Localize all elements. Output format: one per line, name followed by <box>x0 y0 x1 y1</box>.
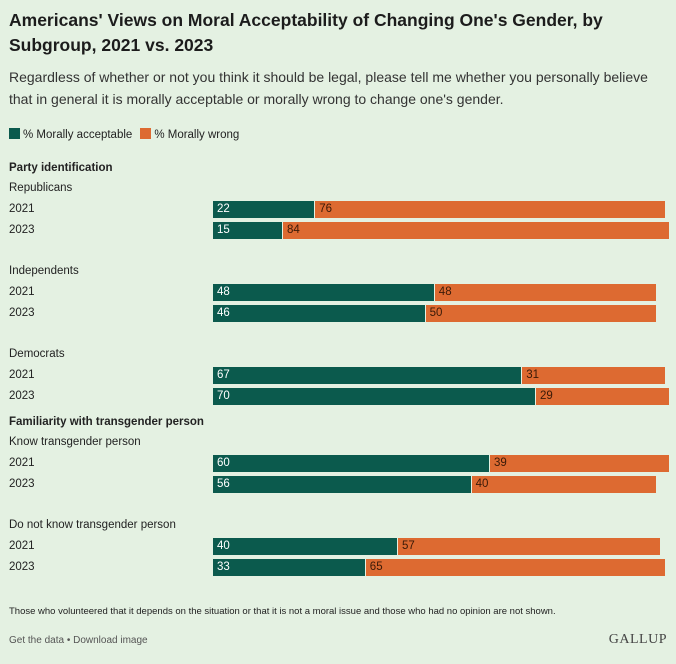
legend: % Morally acceptable % Morally wrong <box>9 128 239 141</box>
bar-wrong: 31 <box>522 367 665 384</box>
bar-acceptable: 46 <box>213 305 425 322</box>
legend-label: % Morally wrong <box>154 129 240 141</box>
section-header: Party identification <box>9 162 113 174</box>
bar-acceptable: 70 <box>213 388 535 405</box>
bar-acceptable: 15 <box>213 222 282 239</box>
group-label: Do not know transgender person <box>9 519 176 531</box>
year-label: 2021 <box>9 286 35 298</box>
group-label: Independents <box>9 265 79 277</box>
download-image-link[interactable]: Download image <box>73 635 148 646</box>
year-label: 2023 <box>9 561 35 573</box>
bar-wrong: 76 <box>315 201 665 218</box>
chart-subtitle: Regardless of whether or not you think i… <box>9 69 648 107</box>
bar-acceptable: 48 <box>213 284 434 301</box>
legend-swatch <box>9 128 20 139</box>
bar-acceptable: 60 <box>213 455 489 472</box>
legend-label: % Morally acceptable <box>23 129 133 141</box>
separator: • <box>64 635 74 646</box>
bar-wrong: 65 <box>365 559 665 576</box>
bar-wrong: 29 <box>536 388 670 405</box>
year-label: 2023 <box>9 307 35 319</box>
year-label: 2021 <box>9 203 35 215</box>
group-label: Republicans <box>9 182 73 194</box>
bar-acceptable: 33 <box>213 559 365 576</box>
get-data-link[interactable]: Get the data <box>9 635 65 646</box>
year-label: 2021 <box>9 457 35 469</box>
bar-wrong: 50 <box>425 305 656 322</box>
year-label: 2023 <box>9 478 35 490</box>
group-label: Democrats <box>9 348 65 360</box>
legend-item-acceptable: % Morally acceptable <box>9 128 132 141</box>
bar-wrong: 57 <box>398 538 661 555</box>
year-label: 2021 <box>9 540 35 552</box>
bar-wrong: 40 <box>471 476 656 493</box>
legend-swatch <box>140 128 152 139</box>
bar-acceptable: 67 <box>213 367 522 384</box>
year-label: 2021 <box>9 369 35 381</box>
gallup-logo: GALLUP <box>608 632 667 647</box>
bar-wrong: 48 <box>434 284 656 301</box>
group-label: Know transgender person <box>9 436 141 448</box>
bar-acceptable: 40 <box>213 538 397 555</box>
year-label: 2023 <box>9 224 35 236</box>
section-header: Familiarity with transgender person <box>9 416 204 428</box>
footer-links: Get the data • Download image <box>9 635 148 646</box>
legend-item-wrong: % Morally wrong <box>140 128 239 141</box>
chart-title: Americans' Views on Moral Acceptability … <box>9 10 603 55</box>
year-label: 2023 <box>9 390 35 402</box>
footnote: Those who volunteered that it depends on… <box>9 606 556 617</box>
bar-acceptable: 22 <box>213 201 315 218</box>
bar-acceptable: 56 <box>213 476 471 493</box>
bar-wrong: 84 <box>283 222 670 239</box>
bar-wrong: 39 <box>490 455 670 472</box>
